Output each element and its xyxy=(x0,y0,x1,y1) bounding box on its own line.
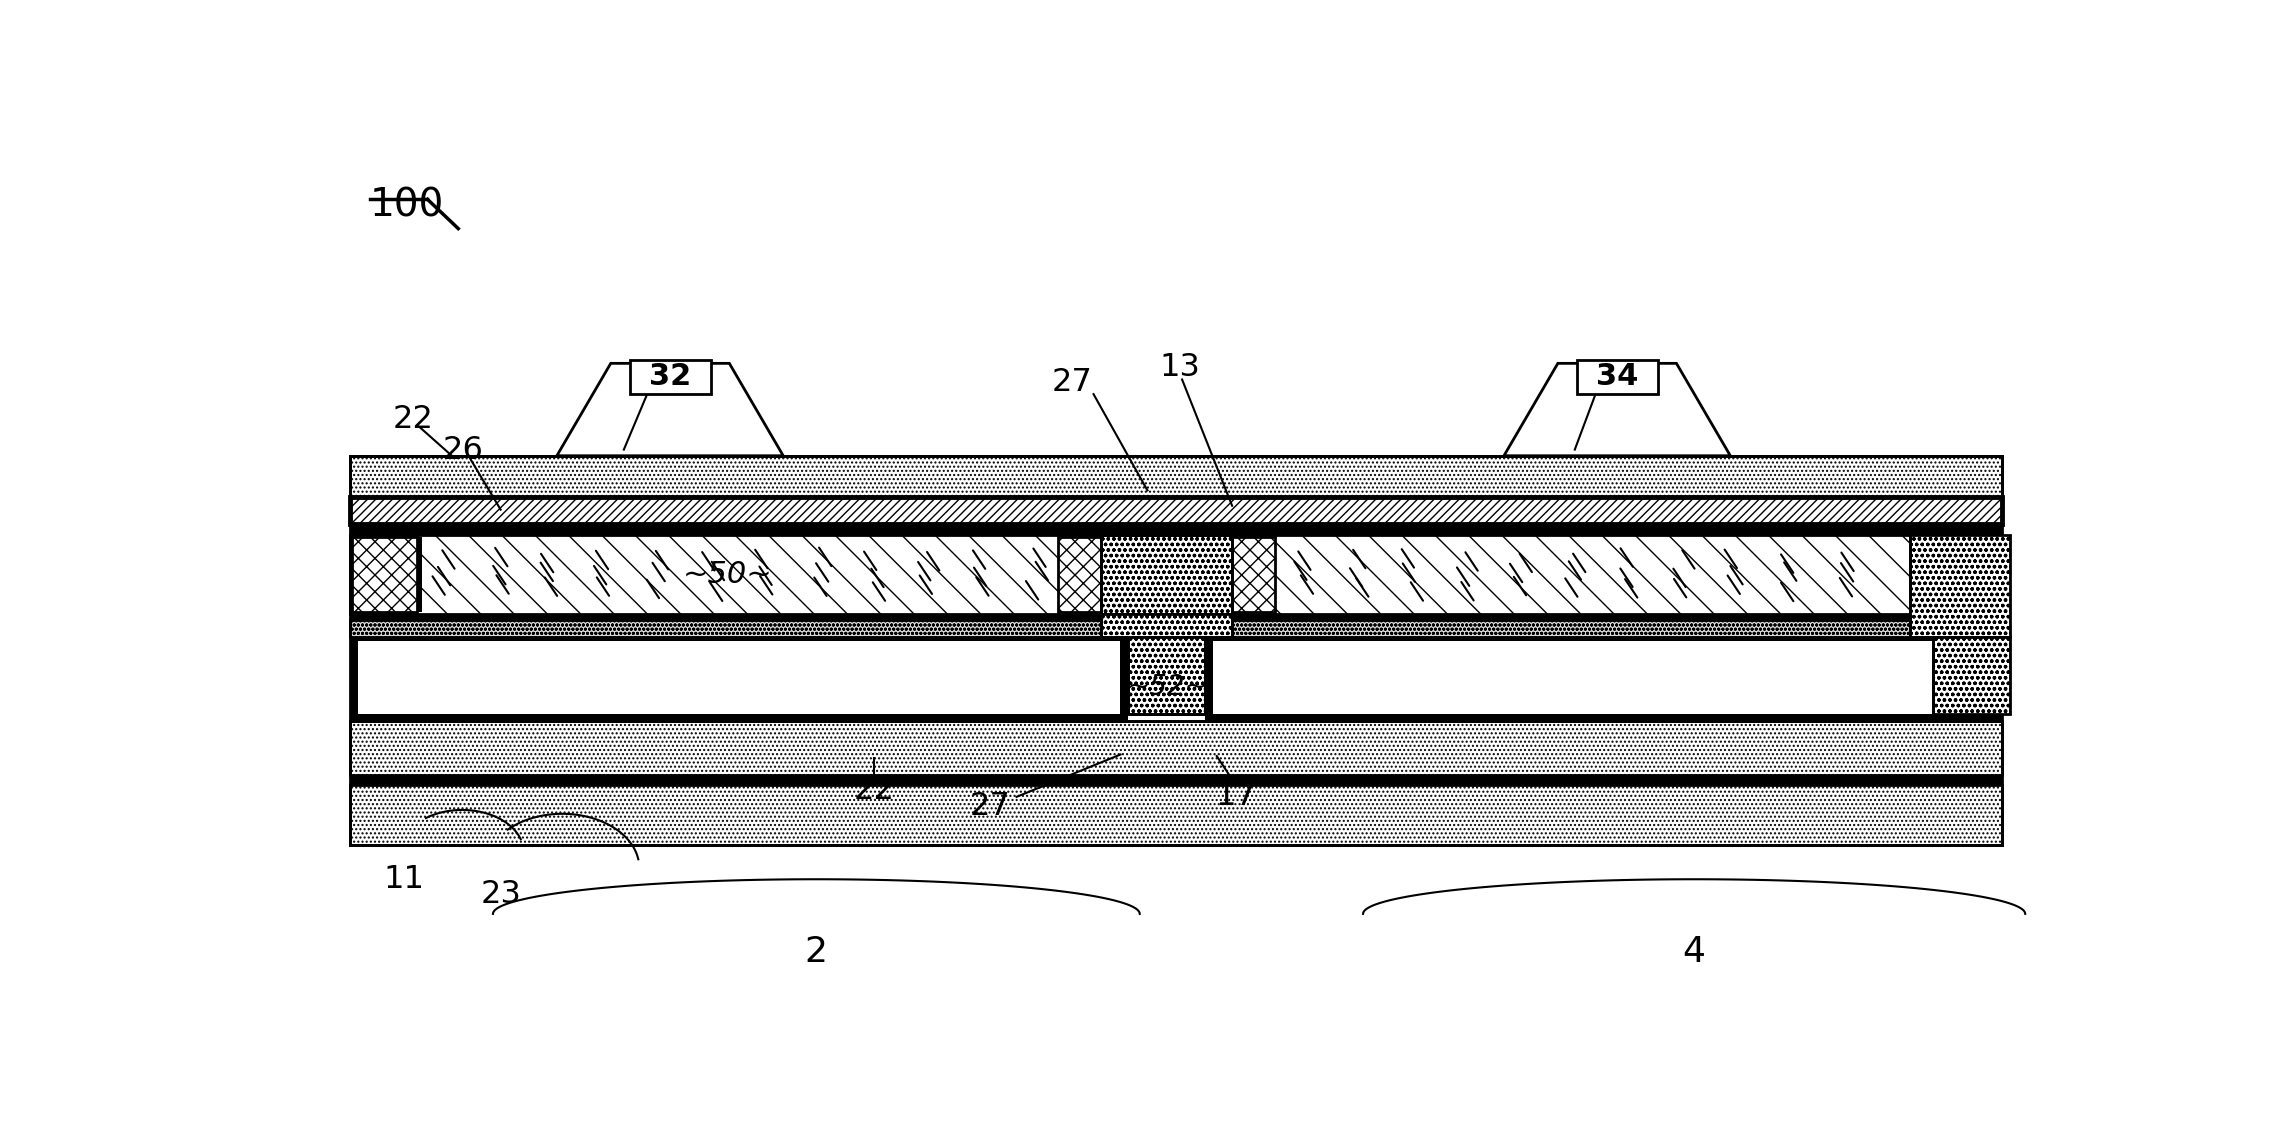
Text: ~50~: ~50~ xyxy=(682,560,774,589)
Bar xyxy=(1127,614,1205,714)
Bar xyxy=(1995,641,2002,722)
Bar xyxy=(351,641,358,722)
Bar xyxy=(351,537,418,612)
Polygon shape xyxy=(1504,363,1731,456)
Bar xyxy=(1205,714,2002,722)
Bar xyxy=(1910,535,2009,637)
Bar xyxy=(351,529,2002,535)
Bar xyxy=(1936,537,2000,612)
Bar xyxy=(1205,537,1210,612)
Bar xyxy=(1212,641,1995,714)
Text: 11: 11 xyxy=(383,864,425,894)
Bar xyxy=(1120,641,1127,722)
Bar xyxy=(1931,537,1936,612)
Text: 26: 26 xyxy=(443,435,484,465)
Bar xyxy=(1102,535,1233,614)
Text: 100: 100 xyxy=(370,186,443,225)
Bar xyxy=(351,714,1127,722)
Text: 32: 32 xyxy=(650,362,691,390)
Bar xyxy=(351,722,2002,775)
Text: 23: 23 xyxy=(480,880,521,910)
Text: 4: 4 xyxy=(1683,935,1706,969)
Bar xyxy=(629,360,712,394)
Bar xyxy=(358,641,1120,714)
Bar xyxy=(1058,537,1123,612)
Bar xyxy=(1212,641,1995,714)
Bar xyxy=(1205,641,1212,722)
Polygon shape xyxy=(558,363,783,456)
Bar xyxy=(351,456,2002,496)
Text: 27: 27 xyxy=(969,791,1010,822)
Text: 22: 22 xyxy=(854,775,895,806)
Text: 27: 27 xyxy=(1052,367,1093,398)
Bar xyxy=(351,523,2002,529)
Bar xyxy=(351,496,2002,523)
Bar xyxy=(1210,537,1274,612)
Text: ~52~: ~52~ xyxy=(1125,673,1208,700)
Text: 2: 2 xyxy=(806,935,829,969)
Text: 13: 13 xyxy=(1159,352,1201,382)
Text: 17: 17 xyxy=(1215,781,1256,813)
Bar xyxy=(1127,637,1205,714)
Bar xyxy=(351,641,2002,722)
Bar xyxy=(351,637,2002,641)
Bar xyxy=(1102,614,1233,637)
Bar xyxy=(1933,637,2009,714)
Bar xyxy=(351,780,2002,785)
Bar xyxy=(1577,360,1658,394)
Bar xyxy=(358,641,1120,714)
Bar xyxy=(351,785,2002,844)
Bar xyxy=(351,614,2002,620)
Bar xyxy=(418,537,422,612)
Bar xyxy=(1123,537,1127,612)
Text: 22: 22 xyxy=(393,404,434,435)
Bar xyxy=(351,775,2002,780)
Text: 34: 34 xyxy=(1596,362,1639,390)
Bar xyxy=(351,535,2002,614)
Bar xyxy=(351,620,2002,637)
